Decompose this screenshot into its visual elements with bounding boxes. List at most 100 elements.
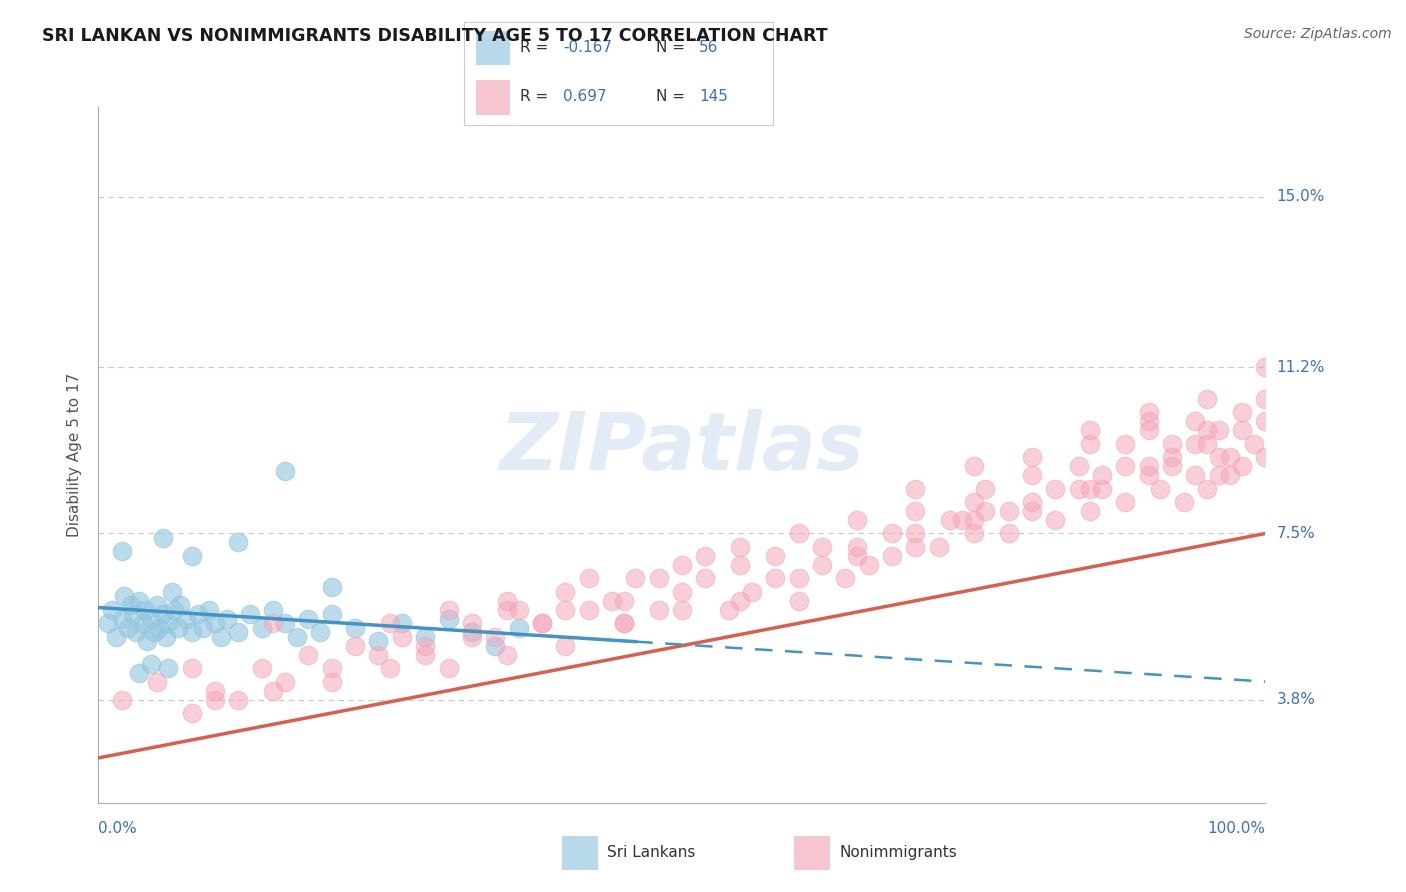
Point <box>730 540 752 554</box>
Point <box>204 616 226 631</box>
Point <box>811 540 834 554</box>
Point <box>204 683 226 698</box>
Text: 3.8%: 3.8% <box>1277 692 1316 707</box>
Point <box>845 540 868 554</box>
Point <box>484 630 506 644</box>
Point <box>413 630 436 644</box>
Point <box>274 616 297 631</box>
Text: R =: R = <box>520 88 548 103</box>
Point <box>148 621 170 635</box>
Point <box>228 625 250 640</box>
Point <box>858 558 880 572</box>
Text: 11.2%: 11.2% <box>1277 359 1324 375</box>
Point <box>787 571 810 585</box>
Point <box>1114 436 1136 450</box>
Point <box>1254 414 1277 428</box>
Point <box>111 612 134 626</box>
Point <box>461 625 484 640</box>
Point <box>1137 459 1160 474</box>
Point <box>143 625 166 640</box>
Point <box>122 607 145 622</box>
Point <box>880 549 903 563</box>
Point <box>1195 436 1218 450</box>
Point <box>309 625 332 640</box>
Point <box>763 549 786 563</box>
Point <box>1091 468 1114 483</box>
Point <box>1021 504 1043 518</box>
Point <box>1067 459 1090 474</box>
Point <box>262 603 284 617</box>
Point <box>157 616 180 631</box>
Point <box>204 692 226 706</box>
Point <box>1137 423 1160 437</box>
Point <box>1184 414 1206 428</box>
Point <box>155 630 177 644</box>
Point <box>1080 423 1102 437</box>
Point <box>787 526 810 541</box>
Point <box>997 526 1019 541</box>
Text: 15.0%: 15.0% <box>1277 189 1324 204</box>
Text: Source: ZipAtlas.com: Source: ZipAtlas.com <box>1244 27 1392 41</box>
Point <box>274 674 297 689</box>
Point <box>215 612 238 626</box>
Point <box>437 661 460 675</box>
Bar <box>477 30 510 65</box>
Point <box>763 571 786 585</box>
Point <box>612 616 634 631</box>
Point <box>730 558 752 572</box>
Point <box>285 630 308 644</box>
Point <box>834 571 856 585</box>
Point <box>1230 405 1253 419</box>
Point <box>1184 468 1206 483</box>
Point <box>554 639 576 653</box>
Point <box>146 599 169 613</box>
Point <box>1021 450 1043 465</box>
Point <box>321 607 343 622</box>
Point <box>624 571 647 585</box>
Point <box>880 526 903 541</box>
Point <box>180 661 202 675</box>
Point <box>1137 468 1160 483</box>
Point <box>1161 450 1184 465</box>
Text: Sri Lankans: Sri Lankans <box>607 846 696 860</box>
Point <box>274 464 297 478</box>
Text: SRI LANKAN VS NONIMMIGRANTS DISABILITY AGE 5 TO 17 CORRELATION CHART: SRI LANKAN VS NONIMMIGRANTS DISABILITY A… <box>42 27 828 45</box>
Point <box>508 603 530 617</box>
Point <box>146 674 169 689</box>
Point <box>134 603 156 617</box>
Point <box>1173 495 1195 509</box>
Point <box>962 513 984 527</box>
Point <box>530 616 553 631</box>
Point <box>1149 482 1171 496</box>
Point <box>1254 392 1277 406</box>
Point <box>1045 513 1067 527</box>
Point <box>1184 436 1206 450</box>
Point <box>1021 468 1043 483</box>
Text: -0.167: -0.167 <box>562 40 612 55</box>
Point <box>962 459 984 474</box>
Point <box>671 558 693 572</box>
Text: N =: N = <box>655 40 685 55</box>
Point <box>250 621 273 635</box>
Point <box>160 584 183 599</box>
Point <box>904 540 927 554</box>
Point <box>647 571 669 585</box>
Point <box>1067 482 1090 496</box>
Point <box>437 603 460 617</box>
Point <box>139 657 162 671</box>
Point <box>600 594 623 608</box>
Point <box>1114 495 1136 509</box>
Point <box>157 661 180 675</box>
Point <box>717 603 740 617</box>
Point <box>1080 504 1102 518</box>
Point <box>378 616 402 631</box>
Point <box>1080 482 1102 496</box>
Point <box>169 599 191 613</box>
Point <box>1230 423 1253 437</box>
Point <box>104 630 127 644</box>
Text: 0.697: 0.697 <box>562 88 606 103</box>
Point <box>962 495 984 509</box>
Point <box>111 544 134 558</box>
Y-axis label: Disability Age 5 to 17: Disability Age 5 to 17 <box>67 373 83 537</box>
Point <box>484 639 506 653</box>
